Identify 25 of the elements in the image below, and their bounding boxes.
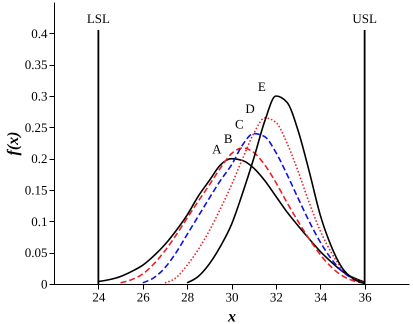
- series-label: A: [212, 142, 222, 157]
- x-tick-label: 24: [92, 290, 106, 304]
- x-tick-label: 34: [314, 290, 328, 304]
- y-tick-label: 0.15: [24, 182, 48, 198]
- y-tick-label: 0.2: [31, 151, 48, 166]
- x-tick-label: 26: [136, 290, 150, 304]
- series-label: E: [258, 79, 266, 94]
- y-tick-label: 0.1: [31, 214, 48, 229]
- y-axis-title: f(x): [4, 132, 22, 156]
- y-tick-label: 0.4: [31, 26, 48, 41]
- y-tick-label: 0.25: [24, 120, 48, 135]
- y-tick-label: 0: [41, 276, 48, 292]
- ref-line-label: USL: [352, 11, 377, 26]
- x-axis-title: x: [227, 308, 236, 324]
- y-tick-label: 0.3: [31, 88, 48, 104]
- series-label: C: [235, 116, 244, 132]
- series-label: D: [245, 100, 255, 116]
- series-label: B: [224, 131, 233, 146]
- ref-line-label: LSL: [86, 11, 110, 26]
- y-tick-label: 0.35: [24, 57, 48, 72]
- x-tick-label: 36: [358, 290, 372, 304]
- y-tick-label: 0.05: [24, 245, 48, 260]
- x-tick-label: 32: [270, 290, 283, 304]
- x-tick-label: 30: [226, 290, 238, 304]
- x-tick-label: 28: [181, 290, 194, 304]
